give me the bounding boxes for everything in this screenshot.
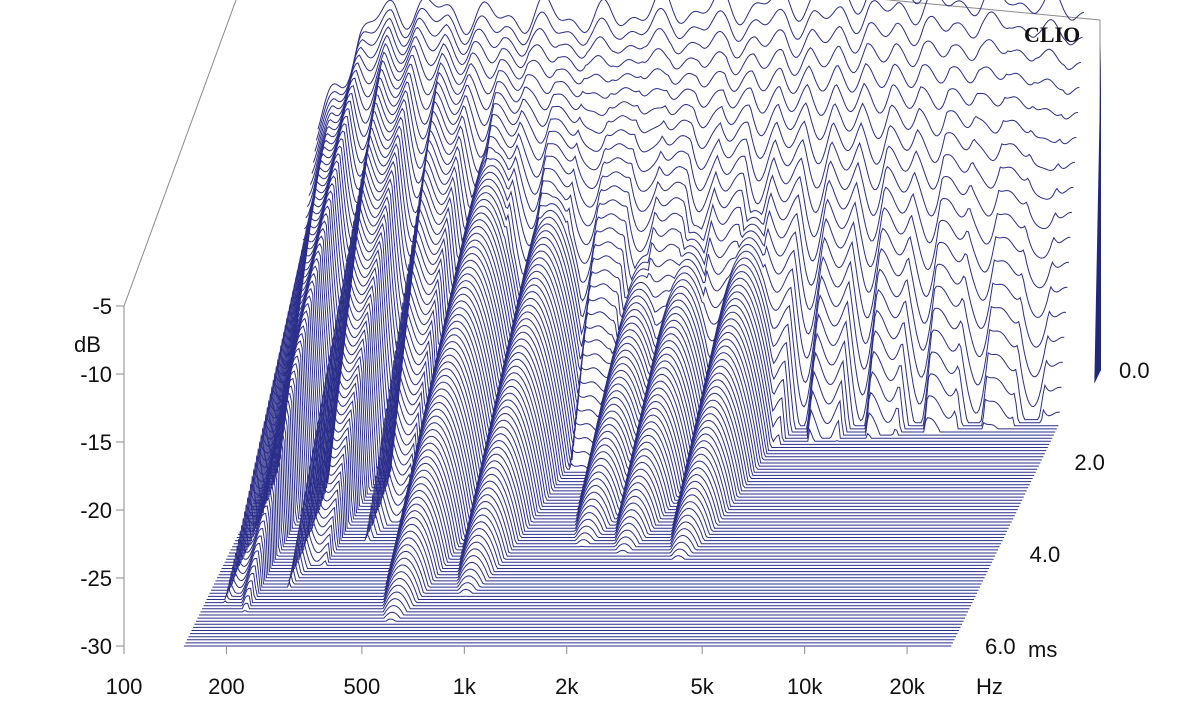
waterfall-slice	[224, 490, 993, 563]
waterfall-slice	[312, 26, 1082, 163]
waterfall-slice	[232, 452, 1000, 548]
waterfall-slice	[202, 591, 970, 610]
waterfall-slice	[309, 42, 1078, 185]
z-axis-unit-label: ms	[1028, 637, 1057, 662]
waterfall-slice	[298, 111, 1066, 348]
waterfall-slice	[200, 598, 968, 613]
y-tick-label: -5	[92, 294, 112, 319]
waterfall-slice	[262, 302, 1030, 486]
frame-top-edge	[884, 0, 1101, 21]
waterfall-slice	[275, 234, 1044, 458]
waterfall-slice	[229, 467, 997, 554]
waterfall-slice	[254, 340, 1023, 501]
waterfall-slice	[306, 59, 1075, 208]
waterfall-slice	[272, 250, 1041, 464]
waterfall-slice	[304, 76, 1072, 230]
waterfall-slice	[233, 445, 1002, 545]
waterfall-slice	[279, 209, 1048, 448]
waterfall-slice	[251, 355, 1020, 507]
waterfall-slice	[269, 265, 1038, 470]
y-tick-label: -20	[80, 498, 112, 523]
waterfall-slice	[235, 437, 1003, 542]
waterfall-slice	[315, 0, 1085, 141]
waterfall-slice	[259, 317, 1027, 492]
waterfall-slice	[265, 287, 1033, 479]
x-tick-label: 10k	[787, 674, 823, 699]
waterfall-slice	[196, 618, 964, 622]
brand-label: CLIO	[1024, 22, 1080, 47]
z-tick-label: 2.0	[1074, 450, 1105, 475]
waterfall-slice	[281, 201, 1050, 445]
x-tick-label: 200	[208, 674, 245, 699]
waterfall-slice	[209, 557, 977, 594]
waterfall-slice	[205, 578, 973, 604]
x-axis-unit-label: Hz	[976, 674, 1003, 699]
waterfall-slice	[238, 422, 1006, 535]
z-tick-label: 0.0	[1119, 358, 1150, 383]
y-axis-unit-label: dB	[74, 332, 101, 357]
waterfall-slice	[260, 310, 1029, 489]
waterfall-slice	[208, 564, 976, 597]
waterfall-slice	[199, 605, 967, 616]
waterfall-slice	[305, 68, 1074, 219]
x-tick-label: 5k	[691, 674, 715, 699]
y-tick-label: -10	[80, 362, 112, 387]
waterfall-slice	[285, 177, 1054, 436]
z-axis-ticks: 0.0 2.0 4.0 6.0	[985, 358, 1150, 659]
waterfall-slice	[218, 517, 987, 576]
waterfall-slice	[311, 34, 1080, 174]
waterfall-slice	[284, 185, 1053, 439]
waterfall-slice	[226, 482, 994, 560]
x-tick-label: 2k	[555, 674, 579, 699]
y-tick-label: -25	[80, 566, 112, 591]
waterfall-slice	[273, 242, 1042, 461]
z-tick-label: 6.0	[985, 634, 1016, 659]
waterfall-slice	[220, 510, 988, 573]
waterfall-slice	[230, 460, 999, 551]
waterfall-slice	[211, 550, 979, 591]
z-tick-label: 4.0	[1030, 542, 1061, 567]
waterfall-slice	[203, 584, 971, 607]
waterfall-slice	[314, 11, 1083, 152]
x-axis-ticks: 100 200 500 1k 2k 5k 10k 20k	[106, 646, 926, 699]
waterfall-slice	[217, 523, 985, 579]
waterfall-slice	[248, 370, 1017, 514]
right-edge-fill	[1094, 43, 1101, 384]
x-tick-label: 100	[106, 674, 143, 699]
waterfall-slice	[308, 51, 1077, 196]
x-tick-label: 1k	[453, 674, 477, 699]
waterfall-slice	[317, 0, 922, 130]
y-tick-label: -30	[80, 634, 112, 659]
waterfall-slice	[223, 496, 991, 566]
waterfall-traces	[183, 0, 1101, 647]
waterfall-slice	[236, 430, 1005, 540]
y-tick-label: -15	[80, 430, 112, 455]
waterfall-slice	[282, 193, 1051, 442]
waterfall-slice	[214, 537, 982, 585]
waterfall-slice	[271, 257, 1039, 468]
waterfall-slice	[257, 325, 1026, 496]
x-tick-label: 20k	[889, 674, 925, 699]
waterfall-slice	[215, 530, 983, 582]
y-axis-ticks: -5 -10 -15 -20 -25 -30	[80, 294, 124, 659]
waterfall-slice	[221, 503, 990, 569]
waterfall-slice	[263, 295, 1032, 483]
waterfall-slice	[212, 544, 980, 588]
frame-left-top-edge	[123, 0, 237, 307]
x-tick-label: 500	[344, 674, 381, 699]
waterfall-slice	[227, 475, 996, 557]
waterfall-slice	[241, 407, 1009, 529]
waterfall-slice	[206, 571, 974, 600]
waterfall-slice	[197, 611, 965, 619]
